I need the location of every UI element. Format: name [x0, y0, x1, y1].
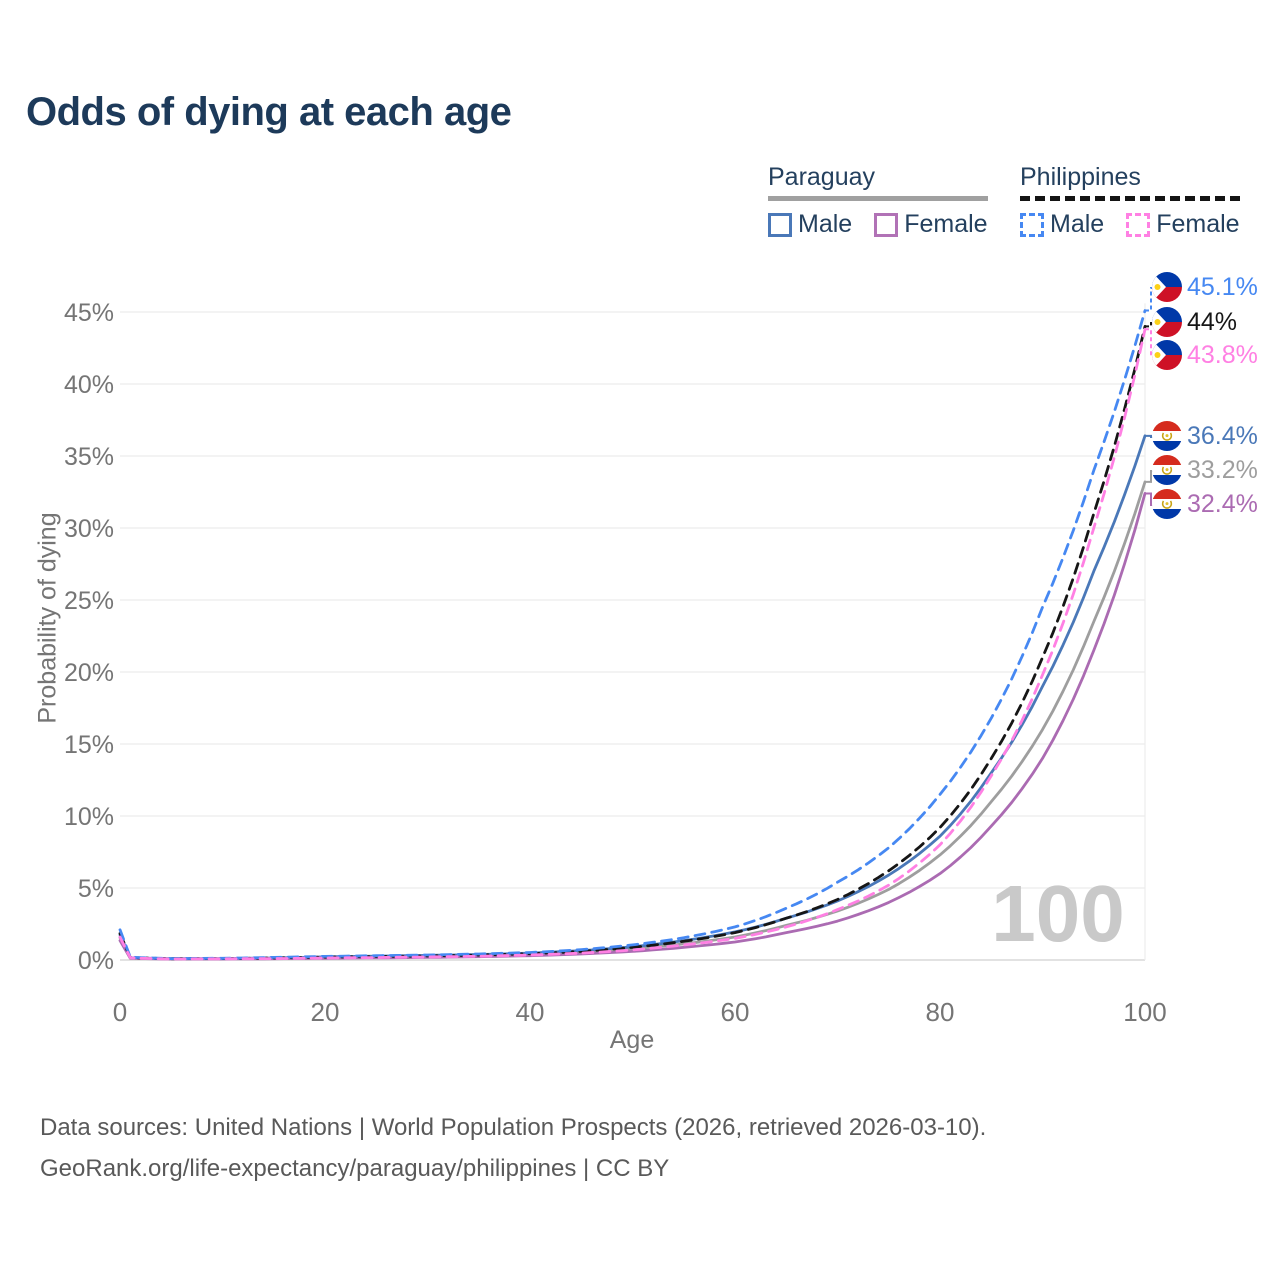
page-title: Odds of dying at each age [26, 90, 512, 134]
paraguay-flag-icon [1152, 455, 1182, 485]
end-label-value: 43.8% [1187, 340, 1258, 369]
legend-philippines-female-label: Female [1156, 210, 1240, 238]
end-label-philippines-total: 44% [1152, 307, 1237, 337]
footer-data-sources: Data sources: United Nations | World Pop… [40, 1114, 987, 1141]
y-tick-label: 40% [64, 371, 114, 399]
end-label-paraguay-male: 36.4% [1152, 421, 1258, 451]
y-tick-label: 5% [78, 875, 114, 903]
end-label-paraguay-total: 33.2% [1152, 455, 1258, 485]
end-label-philippines-male: 45.1% [1152, 272, 1258, 302]
philippines-line-swatch [1020, 196, 1240, 201]
y-tick-label: 30% [64, 515, 114, 543]
footer: Data sources: United Nations | World Pop… [40, 1108, 986, 1190]
series-line-philippines-total [118, 324, 1147, 961]
y-tick-label: 45% [64, 299, 114, 327]
y-tick-label: 15% [64, 731, 114, 759]
legend-group-philippines: Philippines Male Female [1020, 163, 1240, 239]
legend-group-paraguay: Paraguay Male Female [768, 163, 988, 239]
x-tick-label: 20 [311, 997, 340, 1027]
x-tick-label: 100 [1123, 997, 1166, 1027]
end-label-connector [1145, 322, 1157, 328]
y-tick-label: 35% [64, 443, 114, 471]
end-label-value: 45.1% [1187, 272, 1258, 301]
x-tick-label: 0 [113, 997, 127, 1027]
legend-paraguay-female-label: Female [904, 210, 988, 238]
series-line-philippines-male [118, 309, 1147, 960]
paraguay-flag-icon [1152, 421, 1182, 451]
philippines-female-swatch [1126, 212, 1151, 237]
footer-attribution: GeoRank.org/life-expectancy/paraguay/phi… [40, 1154, 670, 1182]
x-axis-title: Age [609, 1026, 655, 1054]
philippines-male-swatch [1020, 212, 1044, 237]
y-tick-label: 10% [64, 803, 114, 831]
y-tick-label: 0% [78, 947, 114, 975]
legend-philippines-female[interactable]: Female [1126, 210, 1240, 239]
legend-paraguay-male-label: Male [798, 210, 853, 238]
end-label-value: 33.2% [1187, 455, 1258, 484]
paraguay-flag-icon [1152, 489, 1182, 519]
y-tick-label: 20% [64, 659, 114, 687]
chart-canvas[interactable]: 0% 5% 10% 15% 20% 25% 30% 35% 40% 45% 0 20 40 60 80 100… [0, 0, 1280, 1080]
philippines-flag-icon [1152, 272, 1182, 302]
legend-philippines-male[interactable]: Male [1020, 210, 1104, 239]
legend-philippines-label[interactable]: Philippines [1020, 163, 1141, 191]
paraguay-line-swatch [768, 196, 988, 201]
hover-age-watermark: 100 [991, 869, 1124, 958]
legend-paraguay-label[interactable]: Paraguay [768, 163, 876, 191]
end-label-paraguay-female: 32.4% [1152, 489, 1258, 519]
x-tick-label: 80 [926, 997, 955, 1027]
end-label-value: 36.4% [1187, 421, 1258, 450]
legend-paraguay-male[interactable]: Male [768, 210, 852, 239]
end-label-philippines-female: 43.8% [1152, 340, 1258, 370]
x-tick-label: 40 [516, 997, 545, 1027]
end-label-value: 44% [1187, 307, 1238, 336]
paraguay-female-swatch [874, 212, 899, 237]
legend-philippines-male-label: Male [1050, 210, 1105, 238]
y-axis-title: Probability of dying [33, 512, 62, 724]
series-line-philippines-female [118, 327, 1147, 961]
end-label-value: 32.4% [1187, 489, 1258, 518]
philippines-flag-icon [1152, 307, 1182, 337]
philippines-flag-icon [1152, 340, 1182, 370]
y-tick-label: 25% [64, 587, 114, 615]
legend-paraguay-female[interactable]: Female [874, 210, 988, 239]
paraguay-male-swatch [768, 212, 792, 237]
x-tick-label: 60 [721, 997, 750, 1027]
